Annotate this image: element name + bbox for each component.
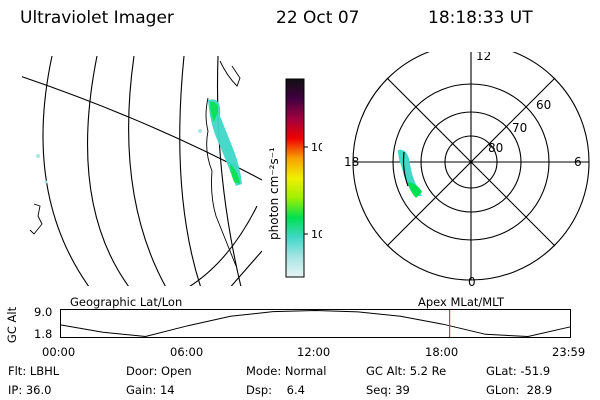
gc-alt-axis-title: GC Alt: [5, 306, 20, 344]
orbit-altitude-line: [60, 309, 571, 338]
geographic-caption: Geographic Lat/Lon: [70, 295, 183, 309]
colorbar-tick-100: 100: [311, 141, 322, 154]
info-gain: Gain: 14: [126, 383, 175, 397]
time-tick-0600: 06:00: [170, 345, 204, 359]
polar-aurora: [398, 149, 422, 198]
mlt-label-0: 0: [468, 275, 476, 289]
alt-max-label: 9.0: [34, 305, 53, 319]
instrument-title: Ultraviolet Imager: [20, 8, 174, 28]
map-limb-line: [230, 250, 262, 286]
mlt-label-6: 6: [574, 155, 582, 169]
mlt-label-18: 18: [344, 155, 359, 169]
info-ip: IP: 36.0: [8, 383, 52, 397]
mlt-label-12: 12: [476, 52, 491, 63]
time-tick-2359: 23:59: [552, 345, 586, 359]
map-longitude-line: [216, 56, 242, 286]
info-door: Door: Open: [126, 364, 192, 378]
apex-caption: Apex MLat/MLT: [418, 295, 505, 309]
map-aurora: [36, 99, 242, 186]
colorbar-tick-10: 10: [311, 228, 322, 241]
time-label: 18:18:33 UT: [428, 8, 533, 28]
time-tick-0000: 00:00: [42, 345, 76, 359]
geographic-map: [22, 56, 262, 286]
orbit-plot-frame: [60, 309, 571, 338]
lat-label-80: 80: [488, 141, 503, 155]
orbit-altitude-plot: [60, 309, 571, 338]
map-limb-line: [189, 205, 258, 286]
info-gc-alt: GC Alt: 5.2 Re: [366, 364, 447, 378]
lat-label-70: 70: [512, 121, 527, 135]
map-longitude-line: [42, 56, 90, 286]
map-longitude-line: [128, 56, 166, 286]
map-coastline: [205, 60, 241, 267]
color-scale-bar: 100 10 photon cm⁻²s⁻¹: [267, 78, 322, 278]
date-label: 22 Oct 07: [276, 8, 360, 28]
info-dsp: Dsp: 6.4: [246, 383, 305, 397]
info-glat: GLat: -51.9: [486, 364, 551, 378]
info-glon: GLon: 28.9: [486, 383, 553, 397]
time-tick-1200: 12:00: [297, 345, 331, 359]
colorbar-label: photon cm⁻²s⁻¹: [267, 147, 281, 240]
lat-label-60: 60: [536, 98, 551, 112]
map-latitude-line: [22, 76, 262, 181]
map-longitude-line: [86, 56, 130, 286]
polar-axis-diagonal: [386, 77, 556, 247]
polar-plot: 12 18 6 0 60 70 80: [344, 52, 590, 289]
color-bar-rect: [285, 78, 305, 278]
info-flt: Flt: LBHL: [8, 364, 60, 378]
info-seq: Seq: 39: [366, 383, 410, 397]
info-mode: Mode: Normal: [246, 364, 327, 378]
map-coastline: [29, 203, 43, 235]
map-longitude-line: [179, 56, 201, 286]
alt-min-label: 1.8: [34, 327, 53, 341]
time-tick-1800: 18:00: [425, 345, 459, 359]
